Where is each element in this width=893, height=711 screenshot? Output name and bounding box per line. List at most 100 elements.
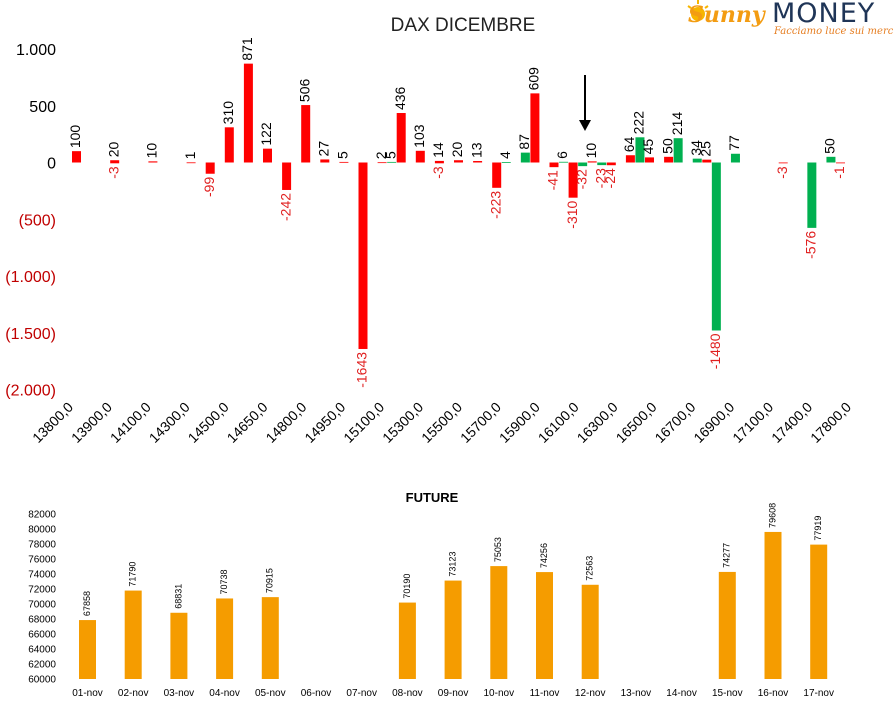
y-tick-label: 0 <box>47 156 56 173</box>
bar <box>645 157 654 163</box>
bar <box>224 127 234 163</box>
bar <box>377 162 387 164</box>
y-tick-label: 78000 <box>28 540 56 551</box>
x-tick-label: 15500,0 <box>418 399 465 446</box>
bar <box>826 156 836 163</box>
bar <box>216 598 234 679</box>
x-tick-label: 10-nov <box>484 688 515 699</box>
bar <box>778 162 788 164</box>
x-tick-label: 06-nov <box>301 688 332 699</box>
data-label: 45 <box>640 139 656 155</box>
data-label: 74256 <box>539 543 549 568</box>
data-label: 70190 <box>402 574 412 599</box>
bar <box>559 161 569 163</box>
x-tick-label: 15-nov <box>712 688 743 699</box>
x-tick-label: 07-nov <box>346 688 377 699</box>
x-tick-label: 03-nov <box>164 688 195 699</box>
data-label: -99 <box>201 177 217 197</box>
x-tick-label: 13900,0 <box>68 399 115 446</box>
data-label: 871 <box>239 37 255 61</box>
data-label: 20 <box>105 141 121 157</box>
data-label: 10 <box>144 143 160 159</box>
data-label: 77 <box>726 135 742 151</box>
brand-name-money: MONEY <box>772 0 876 29</box>
data-label: 6 <box>554 151 570 159</box>
bar <box>664 156 674 163</box>
data-label: -223 <box>487 191 503 219</box>
y-tick-label: 1.000 <box>16 42 56 59</box>
data-label: 310 <box>220 101 236 125</box>
y-tick-label: 80000 <box>28 525 56 536</box>
y-tick-label: (2.000) <box>5 383 56 400</box>
data-label: 103 <box>411 124 427 148</box>
data-label: 100 <box>67 125 83 149</box>
bar <box>454 160 463 163</box>
bar <box>807 162 817 228</box>
x-tick-label: 02-nov <box>118 688 149 699</box>
bar <box>578 162 588 167</box>
x-tick-label: 08-nov <box>392 688 423 699</box>
data-label: -23 <box>592 168 608 188</box>
x-tick-label: 14-nov <box>666 688 697 699</box>
x-tick-label: 13800,0 <box>29 399 76 446</box>
data-label: 77919 <box>813 516 823 541</box>
bar <box>730 153 740 163</box>
bar <box>320 159 330 163</box>
bar <box>243 63 253 163</box>
y-tick-label: 62000 <box>28 660 56 671</box>
data-label: 50 <box>659 138 675 154</box>
x-tick-label: 04-nov <box>209 688 240 699</box>
x-tick-label: 17-nov <box>803 688 834 699</box>
x-tick-label: 16300,0 <box>574 399 621 446</box>
y-tick-label: 60000 <box>28 675 56 686</box>
brand-name-sunny: Sunny <box>688 2 765 28</box>
bar <box>124 590 142 679</box>
bar <box>282 162 292 190</box>
data-label: 75053 <box>493 537 503 562</box>
bar <box>263 148 272 163</box>
bar <box>711 162 721 331</box>
data-label: 5 <box>335 151 351 159</box>
data-label: 67858 <box>82 591 92 616</box>
data-label: 25 <box>698 141 714 157</box>
data-label: 222 <box>631 111 647 135</box>
y-axis: 1.000 500 0 (500) (1.000) (1.500) (2.000) <box>5 42 56 400</box>
bar <box>186 162 196 164</box>
data-label: 4 <box>497 151 513 159</box>
data-label: 50 <box>822 138 838 154</box>
bar <box>110 162 120 164</box>
bar <box>530 93 540 163</box>
bar <box>606 162 616 166</box>
bar <box>490 566 508 679</box>
data-label: -32 <box>573 169 589 189</box>
data-label: 13 <box>468 142 484 158</box>
x-tick-label: 16900,0 <box>690 399 737 446</box>
x-tick-label: 17100,0 <box>729 399 776 446</box>
bar <box>581 584 599 679</box>
data-label: 70738 <box>219 569 229 594</box>
y-tick-label: 82000 <box>28 510 56 521</box>
bar <box>170 612 188 679</box>
x-axis: 13800,013900,014100,014300,014500,014650… <box>29 399 854 446</box>
data-label: 214 <box>669 112 685 136</box>
bar <box>492 162 502 188</box>
bar <box>415 150 425 163</box>
y-tick-label: 64000 <box>28 645 56 656</box>
x-tick-label: 14100,0 <box>107 399 154 446</box>
x-tick-label: 15300,0 <box>379 399 426 446</box>
x-tick-label: 13-nov <box>621 688 652 699</box>
data-label: 27 <box>316 141 332 157</box>
x-tick-label: 01-nov <box>72 688 103 699</box>
y-tick-label: 70000 <box>28 600 56 611</box>
data-label: 10 <box>583 143 599 159</box>
data-label: 506 <box>296 78 312 102</box>
x-tick-label: 14800,0 <box>262 399 309 446</box>
bar <box>673 138 683 163</box>
data-label: 68831 <box>173 584 183 609</box>
y-tick-label: (500) <box>19 212 56 229</box>
x-tick-label: 14950,0 <box>301 399 348 446</box>
data-label: 71790 <box>128 562 138 587</box>
future-data-labels: 67858 71790 68831 70738 70915 70190 73123 75053… <box>82 503 823 616</box>
data-label: -3 <box>430 166 446 179</box>
